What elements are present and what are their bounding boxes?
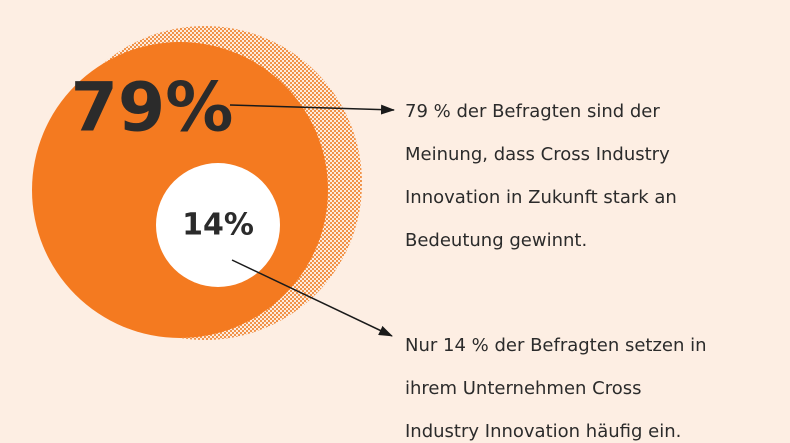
caption-line: Innovation in Zukunft stark an (405, 187, 677, 208)
caption: Nur 14 % der Befragten setzen in ihrem Un… (405, 335, 707, 442)
caption-line: Bedeutung gewinnt. (405, 230, 587, 251)
small-circle (156, 163, 280, 287)
caption-line: ihrem Unternehmen Cross (405, 378, 642, 399)
caption-line: 79 % der Befragten sind der (405, 101, 660, 122)
figure-small: 14% (182, 208, 254, 243)
arrow (229, 104, 395, 115)
caption: 79 % der Befragten sind der Meinung, dass… (405, 101, 677, 251)
figure-large: 79% (71, 69, 234, 148)
caption-line: Nur 14 % der Befragten setzen in (405, 335, 707, 356)
caption-line: Meinung, dass Cross Industry (405, 144, 670, 165)
caption-line: Industry Innovation häufig ein. (405, 421, 681, 442)
arrow (231, 259, 393, 337)
